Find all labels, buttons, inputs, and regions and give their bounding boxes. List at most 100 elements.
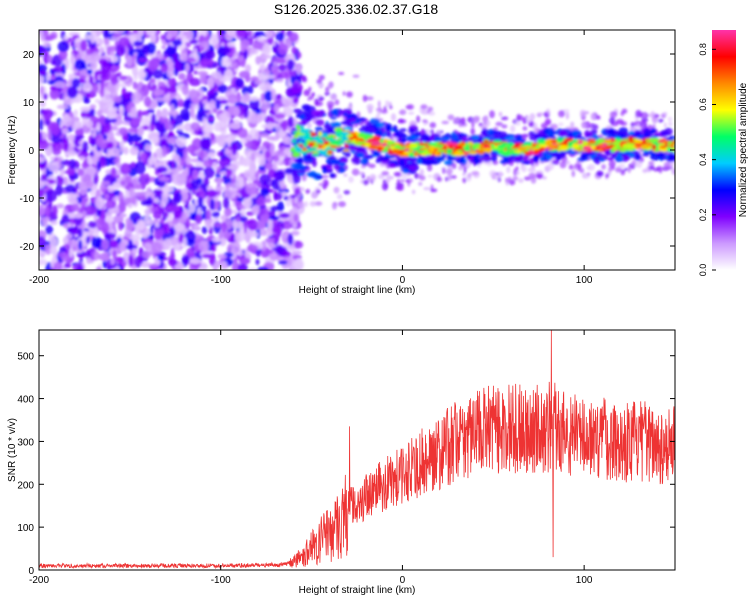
- noise-blob: [230, 88, 236, 93]
- noise-blob: [261, 54, 272, 59]
- signal-halo-blob: [630, 122, 635, 128]
- signal-band-blob: [321, 165, 328, 171]
- noise-blob: [170, 247, 175, 259]
- signal-core-blob: [517, 146, 527, 151]
- noise-blob: [141, 110, 150, 116]
- noise-blob: [147, 42, 156, 55]
- noise-blob: [81, 55, 86, 61]
- signal-halo-blob: [306, 122, 312, 129]
- signal-core-blob: [588, 138, 595, 142]
- noise-blob: [183, 122, 193, 132]
- signal-core-blob: [640, 144, 650, 150]
- noise-blob: [242, 197, 253, 209]
- signal-halo-blob: [318, 74, 325, 81]
- noise-blob: [191, 138, 203, 150]
- noise-blob: [232, 219, 238, 228]
- signal-band-blob: [534, 133, 541, 140]
- noise-blob: [50, 122, 61, 136]
- noise-blob: [204, 102, 210, 111]
- noise-blob: [39, 30, 44, 38]
- signal-halo-blob: [506, 166, 511, 174]
- y-tick-label: 400: [17, 395, 34, 406]
- noise-blob: [63, 116, 73, 128]
- noise-blob: [92, 125, 97, 138]
- signal-halo-blob: [421, 109, 429, 115]
- colorbar-tick-label: 0.0: [698, 264, 708, 277]
- noise-blob: [227, 93, 238, 104]
- signal-halo-blob: [565, 111, 570, 120]
- signal-halo-blob: [292, 89, 300, 94]
- noise-blob: [229, 122, 242, 130]
- noise-blob: [71, 78, 81, 89]
- signal-halo-blob: [385, 100, 390, 108]
- signal-halo-blob: [381, 171, 390, 176]
- noise-blob: [102, 260, 107, 269]
- noise-blob: [199, 41, 210, 47]
- noise-blob: [259, 83, 268, 91]
- signal-band-blob: [308, 171, 317, 178]
- noise-blob: [235, 30, 247, 38]
- signal-halo-blob: [636, 160, 643, 169]
- noise-blob: [214, 186, 226, 192]
- noise-blob: [127, 127, 139, 133]
- noise-blob: [174, 114, 183, 127]
- noise-blob: [199, 73, 207, 85]
- noise-blob: [282, 191, 287, 197]
- noise-blob: [128, 254, 133, 267]
- signal-halo-blob: [325, 86, 330, 94]
- signal-halo-blob: [346, 91, 353, 98]
- noise-blob: [84, 205, 97, 216]
- noise-blob: [249, 159, 256, 170]
- noise-blob: [44, 205, 51, 218]
- noise-blob: [113, 256, 124, 263]
- signal-halo-blob: [471, 121, 475, 129]
- signal-halo-blob: [657, 118, 664, 123]
- signal-band-blob: [375, 158, 382, 164]
- noise-blob: [254, 79, 263, 85]
- signal-halo-blob: [472, 116, 479, 124]
- signal-core-blob: [571, 139, 578, 144]
- signal-halo-blob: [342, 91, 346, 96]
- noise-blob: [57, 252, 68, 258]
- noise-blob: [65, 184, 76, 193]
- signal-band-blob: [312, 159, 317, 168]
- signal-band-blob: [330, 108, 340, 116]
- signal-core-blob: [356, 141, 366, 144]
- signal-core-blob: [597, 143, 604, 147]
- noise-blob: [101, 239, 109, 251]
- noise-blob: [216, 200, 221, 208]
- signal-halo-blob: [629, 126, 638, 132]
- signal-halo-blob: [396, 184, 404, 192]
- signal-band-blob: [387, 162, 396, 168]
- signal-band-blob: [528, 131, 536, 137]
- noise-blob: [134, 255, 142, 268]
- noise-blob: [56, 203, 65, 209]
- noise-blob: [260, 92, 266, 102]
- signal-core-blob: [480, 145, 485, 149]
- signal-band-blob: [300, 166, 306, 172]
- signal-halo-blob: [338, 201, 346, 208]
- signal-core-blob: [661, 142, 666, 146]
- noise-blob: [69, 247, 74, 258]
- noise-blob: [134, 71, 139, 76]
- colorbar-tick-label: 0.2: [698, 209, 708, 222]
- signal-halo-blob: [471, 171, 479, 176]
- noise-blob: [52, 146, 62, 156]
- signal-band-blob: [451, 134, 458, 141]
- signal-halo-blob: [362, 94, 368, 102]
- colorbar-tick-label: 0.8: [698, 43, 708, 56]
- noise-blob: [47, 129, 53, 141]
- noise-blob: [86, 236, 90, 244]
- signal-core-blob: [437, 144, 444, 149]
- signal-halo-blob: [505, 177, 509, 183]
- noise-blob: [188, 88, 198, 99]
- noise-blob: [213, 222, 222, 228]
- noise-blob: [143, 96, 152, 107]
- noise-blob: [161, 194, 169, 205]
- noise-blob: [126, 197, 136, 203]
- signal-halo-blob: [368, 163, 376, 169]
- noise-blob: [182, 147, 188, 160]
- noise-blob: [266, 135, 277, 141]
- signal-halo-blob: [536, 112, 545, 116]
- signal-core-blob: [534, 149, 539, 155]
